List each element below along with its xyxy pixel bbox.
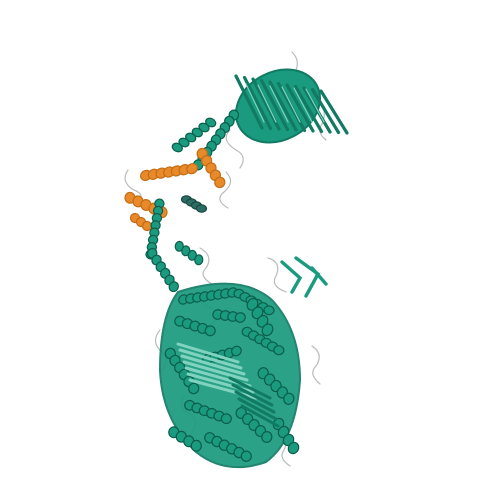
helix-turn — [241, 451, 251, 461]
beta-hairpin — [282, 258, 326, 296]
hairpin-strand — [282, 262, 300, 292]
coil-loop — [312, 346, 320, 384]
linker-helix — [145, 198, 204, 293]
coil-loop — [200, 248, 212, 284]
helix-turn — [264, 306, 274, 315]
highlighted-helical-region — [125, 147, 227, 231]
beta-barrel-domain — [223, 55, 347, 156]
coil-loop — [226, 130, 243, 168]
helix-turn — [194, 254, 203, 265]
catalytic-domain — [160, 284, 301, 467]
dark-helix-turn — [196, 205, 206, 213]
helix-turn — [274, 346, 284, 355]
helix-turn — [191, 440, 202, 451]
